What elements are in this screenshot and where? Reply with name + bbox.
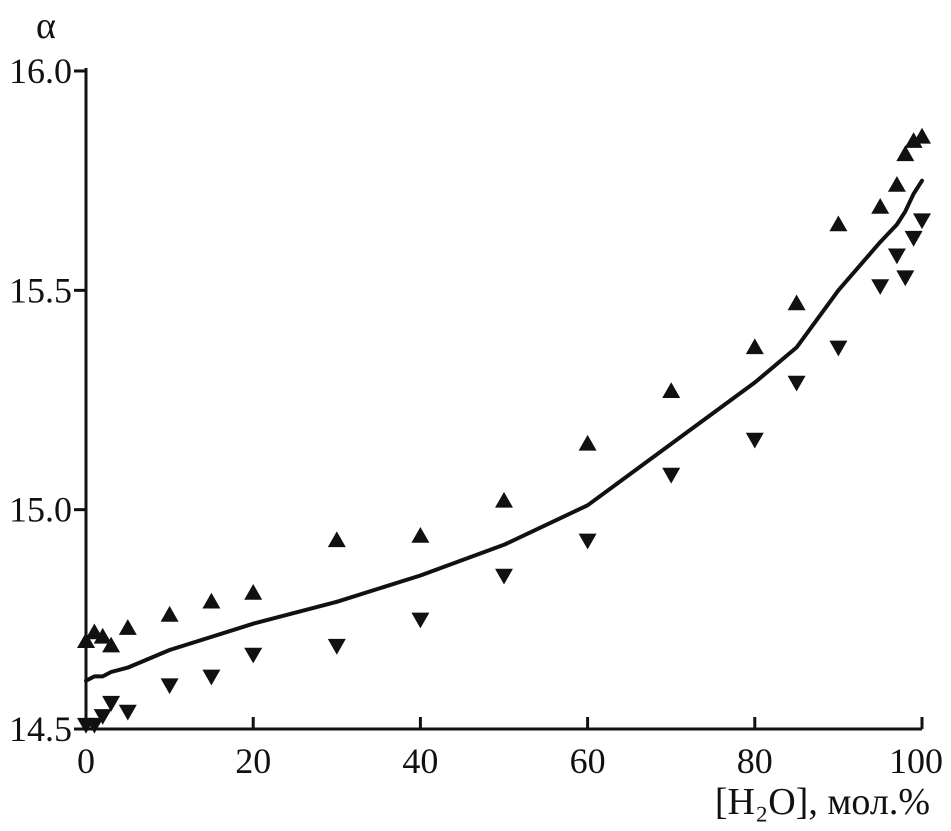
down-triangle-point xyxy=(411,612,430,629)
up-triangle-point xyxy=(829,215,848,232)
x-tick-label: 40 xyxy=(402,741,438,781)
up-triangle-point xyxy=(887,176,906,192)
x-tick-label: 100 xyxy=(889,741,943,781)
down-triangle-point xyxy=(160,678,179,695)
up-triangle-point xyxy=(202,592,221,609)
x-tick-label: 20 xyxy=(235,741,271,781)
x-tick-label: 80 xyxy=(737,741,773,781)
up-triangle-point xyxy=(871,198,890,214)
up-triangle-point xyxy=(118,619,137,635)
down-triangle-point xyxy=(829,340,848,357)
down-triangle-point xyxy=(102,695,121,712)
up-triangle-point xyxy=(495,491,513,508)
series-layer xyxy=(77,127,931,734)
up-triangle-point xyxy=(745,338,764,355)
up-triangle-point xyxy=(93,627,112,644)
fit-curve xyxy=(84,178,924,683)
tick-labels: 0 20 40 60 80 100 14.5 15.0 15.5 16.0 xyxy=(9,51,943,781)
down-triangle-point xyxy=(662,467,681,484)
down-triangle-point xyxy=(495,568,513,585)
up-triangle-point xyxy=(913,127,931,144)
y-tick-label: 15.5 xyxy=(9,270,72,310)
y-tick-label: 14.5 xyxy=(9,709,72,749)
up-triangle-point xyxy=(896,145,915,162)
axes xyxy=(84,68,922,731)
down-triangle-point xyxy=(896,270,915,287)
x-axis-label: [H₂O], мол.% xyxy=(715,781,930,823)
y-axis-label: α xyxy=(36,5,56,47)
series-triangle-up xyxy=(77,127,931,653)
down-triangle-point xyxy=(244,647,263,664)
up-triangle-point xyxy=(160,605,179,622)
y-tick-label: 16.0 xyxy=(9,51,72,91)
up-triangle-point xyxy=(662,382,681,398)
series-triangle-down xyxy=(77,213,931,734)
up-triangle-point xyxy=(77,632,95,648)
series-line xyxy=(84,178,924,683)
down-triangle-point xyxy=(85,717,104,734)
down-triangle-point xyxy=(93,709,112,725)
down-triangle-point xyxy=(887,248,906,265)
down-triangle-point xyxy=(871,279,890,295)
x-tick-label: 0 xyxy=(77,741,95,781)
down-triangle-point xyxy=(913,213,931,230)
x-tick-label: 60 xyxy=(570,741,606,781)
down-triangle-point xyxy=(578,533,597,550)
up-triangle-point xyxy=(904,132,923,148)
up-triangle-point xyxy=(411,527,430,543)
down-triangle-point xyxy=(904,230,923,247)
up-triangle-point xyxy=(578,434,597,451)
y-tick-label: 15.0 xyxy=(9,490,72,530)
up-triangle-point xyxy=(787,294,806,311)
down-triangle-point xyxy=(118,704,137,721)
down-triangle-point xyxy=(202,669,221,686)
up-triangle-point xyxy=(102,636,121,653)
up-triangle-point xyxy=(244,584,263,600)
ticks xyxy=(74,69,924,731)
down-triangle-point xyxy=(745,432,764,449)
down-triangle-point xyxy=(327,638,346,655)
up-triangle-point xyxy=(327,531,346,548)
down-triangle-point xyxy=(787,375,806,392)
